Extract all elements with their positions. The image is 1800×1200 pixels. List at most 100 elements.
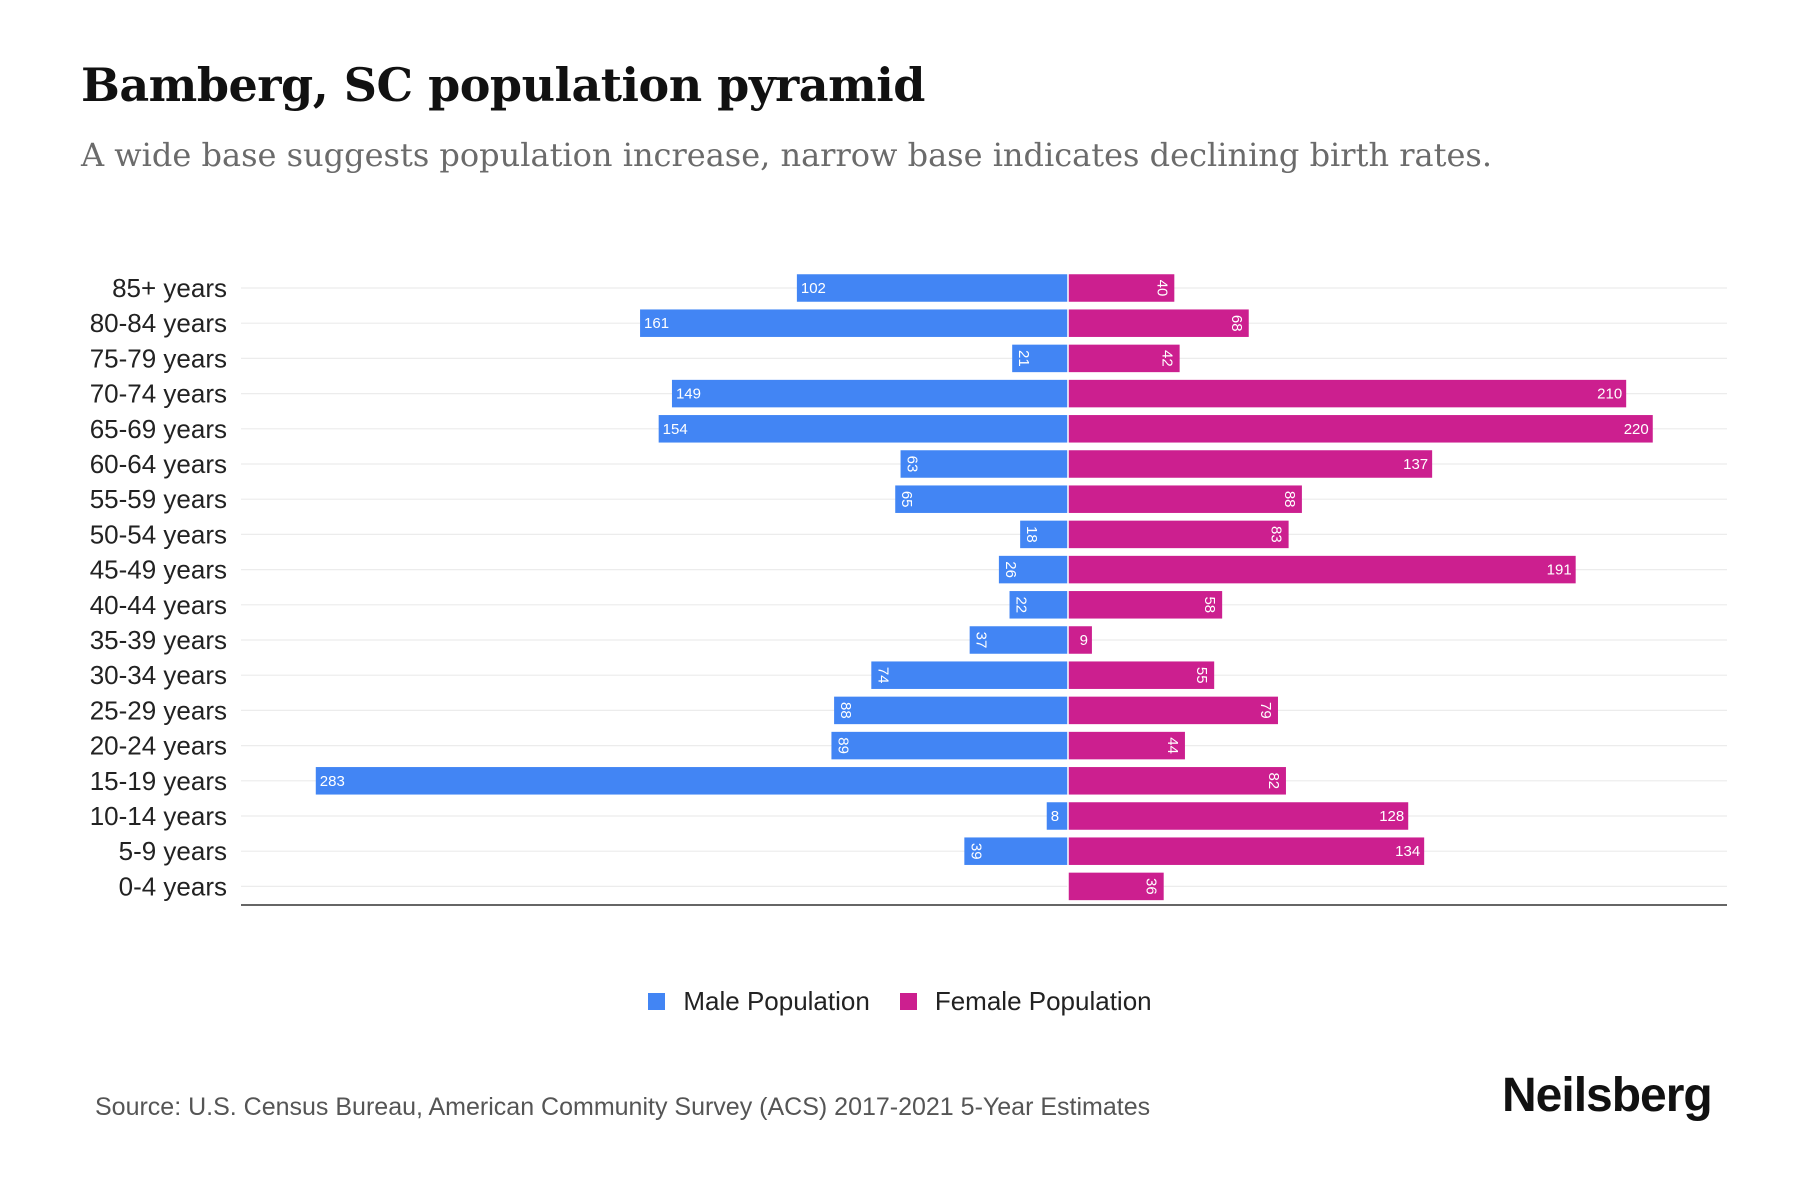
male-bar — [871, 661, 1068, 689]
female-bar — [1068, 731, 1185, 760]
data-label: 40 — [1153, 280, 1170, 297]
data-label: 79 — [1257, 702, 1274, 719]
legend-swatch-female — [899, 993, 917, 1010]
male-bar — [834, 696, 1068, 725]
category-label: 35-39 years — [90, 625, 227, 655]
legend-swatch-male — [648, 993, 666, 1010]
data-label: 154 — [663, 421, 688, 438]
female-bar — [1068, 450, 1433, 478]
population-pyramid-chart: 85+ years 80-84 years 75-79 years 70-74 yea… — [89, 273, 1727, 906]
category-label: 85+ years — [112, 273, 227, 303]
data-label: 58 — [1201, 596, 1218, 613]
data-label: 82 — [1265, 772, 1282, 789]
category-label: 0-4 years — [119, 871, 227, 901]
category-label: 75-79 years — [90, 343, 227, 373]
male-bar — [831, 731, 1068, 760]
data-label: 39 — [967, 843, 984, 860]
data-label: 37 — [973, 632, 990, 649]
male-bar — [1046, 802, 1068, 830]
data-label: 137 — [1403, 456, 1428, 473]
data-label: 22 — [1013, 596, 1030, 613]
chart-subtitle: A wide base suggests population increase… — [81, 136, 1492, 174]
male-bar — [796, 274, 1068, 302]
data-label: 8 — [1051, 808, 1059, 825]
data-label: 220 — [1624, 421, 1649, 438]
category-label: 40-44 years — [90, 590, 227, 620]
female-bar — [1068, 274, 1175, 302]
female-bar — [1068, 661, 1215, 689]
female-bar — [1068, 837, 1425, 865]
legend-label-male: Male Population — [683, 986, 870, 1016]
category-label: 5-9 years — [119, 836, 227, 866]
female-bar — [1068, 591, 1223, 619]
data-label: 191 — [1547, 562, 1572, 579]
data-label: 21 — [1015, 350, 1032, 367]
data-label: 74 — [874, 667, 891, 684]
category-label: 60-64 years — [90, 449, 227, 479]
chart-title: Bamberg, SC population pyramid — [81, 58, 925, 112]
male-bar — [900, 450, 1068, 478]
data-label: 128 — [1379, 808, 1404, 825]
male-bar — [895, 485, 1068, 513]
data-label: 102 — [801, 280, 826, 297]
female-bar — [1068, 555, 1576, 584]
data-label: 89 — [834, 737, 851, 754]
legend: Male Population Female Population — [0, 986, 1800, 1017]
category-label: 15-19 years — [90, 766, 227, 796]
data-label: 65 — [898, 491, 915, 508]
legend-item-female[interactable]: Female Population — [899, 986, 1152, 1017]
data-label: 283 — [320, 773, 345, 790]
data-label: 210 — [1597, 386, 1622, 403]
category-label: 25-29 years — [90, 695, 227, 725]
female-bar — [1068, 520, 1289, 549]
data-label: 36 — [1143, 878, 1160, 895]
male-bar — [969, 626, 1068, 654]
female-bar — [1068, 485, 1302, 513]
female-bar — [1068, 379, 1627, 408]
legend-item-male[interactable]: Male Population — [648, 986, 870, 1017]
male-bar — [1020, 520, 1068, 549]
male-bar — [998, 555, 1068, 584]
data-label: 134 — [1395, 843, 1420, 860]
data-label: 55 — [1193, 667, 1210, 684]
data-label: 88 — [837, 702, 854, 719]
male-bar — [658, 415, 1068, 443]
data-label: 42 — [1159, 350, 1176, 367]
category-label: 55-59 years — [90, 484, 227, 514]
category-label: 65-69 years — [90, 414, 227, 444]
female-bar — [1068, 415, 1653, 443]
category-label: 80-84 years — [90, 308, 227, 338]
data-label: 18 — [1023, 526, 1040, 543]
source-note: Source: U.S. Census Bureau, American Com… — [95, 1093, 1151, 1121]
data-label: 44 — [1164, 737, 1181, 754]
category-label: 45-49 years — [90, 555, 227, 585]
female-bar — [1068, 344, 1180, 373]
category-label: 20-24 years — [90, 731, 227, 761]
male-bar — [1012, 344, 1068, 373]
female-bar — [1068, 309, 1249, 337]
male-bar — [671, 379, 1068, 408]
male-bar — [1009, 591, 1068, 619]
data-label: 83 — [1268, 526, 1285, 543]
category-label: 70-74 years — [90, 379, 227, 409]
data-label: 68 — [1228, 315, 1245, 332]
category-label: 10-14 years — [90, 801, 227, 831]
legend-label-female: Female Population — [934, 986, 1152, 1016]
category-label: 50-54 years — [90, 519, 227, 549]
data-label: 9 — [1080, 632, 1088, 649]
male-bar — [315, 767, 1068, 795]
data-label: 88 — [1281, 491, 1298, 508]
female-bar — [1068, 872, 1164, 901]
female-bar — [1068, 696, 1278, 725]
female-bar — [1068, 767, 1286, 795]
data-label: 149 — [676, 386, 701, 403]
male-bar — [964, 837, 1068, 865]
male-bar — [640, 309, 1068, 337]
data-label: 26 — [1002, 561, 1019, 578]
data-label: 161 — [644, 315, 669, 332]
data-label: 63 — [904, 456, 921, 473]
category-label: 30-34 years — [90, 660, 227, 690]
female-bar — [1068, 626, 1092, 654]
neilsberg-logo: Neilsberg — [1502, 1069, 1713, 1122]
female-bar — [1068, 802, 1409, 830]
